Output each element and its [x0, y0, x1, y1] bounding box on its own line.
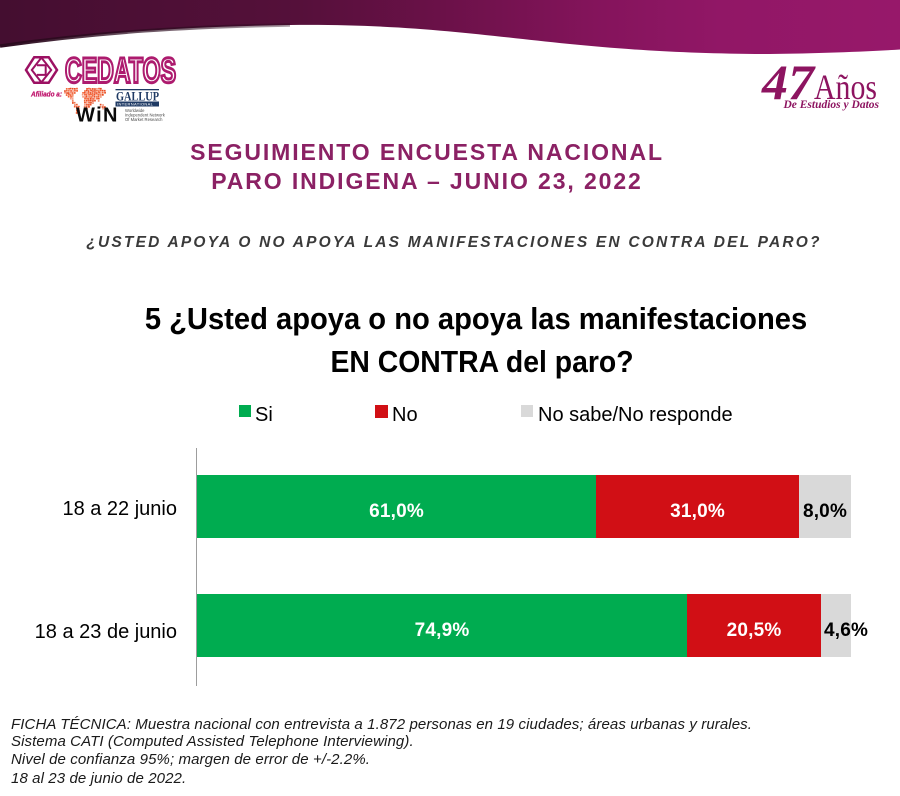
- svg-text:47: 47: [761, 54, 816, 110]
- svg-text:WiN: WiN: [76, 105, 119, 127]
- svg-text:Of Market Research: Of Market Research: [125, 117, 163, 122]
- svg-text:Años: Años: [814, 67, 877, 107]
- svg-text:GALLUP: GALLUP: [116, 89, 159, 104]
- svg-text:Afiliado a:: Afiliado a:: [30, 90, 62, 99]
- svg-text:INTERNATIONAL: INTERNATIONAL: [117, 102, 154, 107]
- svg-text:Independent Network: Independent Network: [125, 113, 166, 118]
- svg-text:De Estudios y Datos: De Estudios y Datos: [782, 99, 879, 111]
- svg-text:CEDATOS: CEDATOS: [65, 52, 176, 91]
- svg-text:Worldwide: Worldwide: [125, 108, 145, 113]
